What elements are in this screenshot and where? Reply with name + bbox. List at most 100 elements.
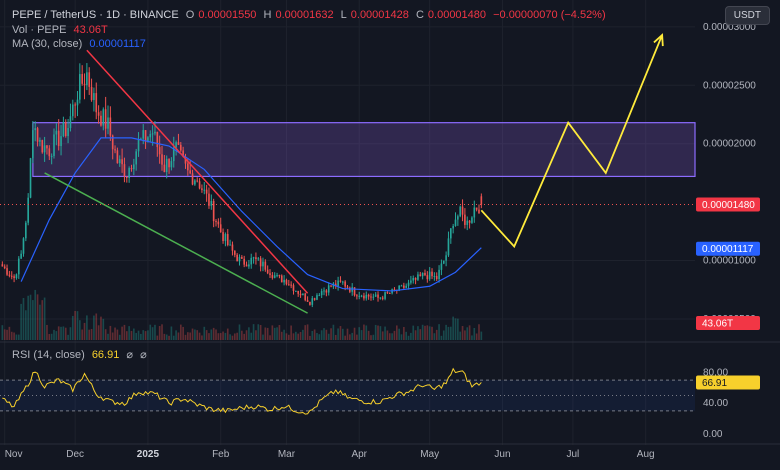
candle-body xyxy=(290,284,292,286)
candle-body xyxy=(464,214,466,225)
grid xyxy=(0,0,780,445)
volume-bar xyxy=(302,329,304,340)
candle-body xyxy=(15,274,18,279)
rsi-tag-bg xyxy=(696,375,760,390)
candle-body xyxy=(405,285,408,288)
volume-bar xyxy=(424,325,426,340)
volume-bar xyxy=(313,329,316,340)
volume-bar xyxy=(187,332,189,340)
candle-body xyxy=(398,285,400,291)
volume-bar xyxy=(1,325,4,340)
candle-body xyxy=(412,278,415,281)
volume-bar xyxy=(449,326,452,340)
candle-body xyxy=(196,180,199,182)
candle-body xyxy=(309,301,311,305)
candle-body xyxy=(144,130,147,142)
volume-bar xyxy=(196,330,199,340)
candle-body xyxy=(255,257,257,260)
last-price-tag: 0.00001480 xyxy=(702,200,755,211)
candle-body xyxy=(50,155,53,157)
volume-bar xyxy=(229,334,231,340)
candle-body xyxy=(384,292,386,299)
volume-bar xyxy=(440,335,443,340)
volume-bar xyxy=(25,310,27,340)
projection-arrowhead xyxy=(653,33,664,47)
time-axis: Nov Dec 2025 Feb Mar Apr May Jun Jul Aug xyxy=(0,443,780,460)
candle-body xyxy=(454,219,457,227)
candle-body xyxy=(1,264,4,267)
candle-body xyxy=(217,221,220,225)
volume-bar xyxy=(76,311,79,340)
volume-bar xyxy=(417,326,419,340)
candle-body xyxy=(100,115,102,126)
candle-body xyxy=(365,294,368,299)
candle-body xyxy=(53,134,55,156)
volume-bar xyxy=(280,331,283,340)
candle-body xyxy=(102,109,105,126)
candle-body xyxy=(337,280,339,287)
volume-bar xyxy=(111,332,114,340)
volume-bar xyxy=(201,335,203,340)
volume-bar xyxy=(118,334,121,340)
volume-bar xyxy=(320,330,323,340)
candle-body xyxy=(203,189,206,191)
volume-bar xyxy=(123,324,126,340)
ma-legend: MA (30, close) 0.00001117 xyxy=(12,38,150,50)
volume-bar xyxy=(379,326,382,340)
candle-body xyxy=(302,293,304,296)
volume-label: Vol · PEPE xyxy=(12,24,67,36)
volume-bar xyxy=(447,326,450,340)
volume-bar xyxy=(22,297,25,340)
currency-button[interactable]: USDT xyxy=(724,6,770,25)
symbol-title: PEPE / TetherUS · 1D · BINANCE xyxy=(12,9,179,21)
candle-body xyxy=(363,295,365,299)
volume-bar xyxy=(257,324,260,340)
volume-bar xyxy=(374,324,377,340)
candle-body xyxy=(97,112,100,116)
volume-bar xyxy=(194,329,196,340)
candle-body xyxy=(475,207,478,210)
candle-body xyxy=(320,291,323,296)
time-tick-label: Apr xyxy=(351,449,367,460)
volume-bar xyxy=(41,300,44,340)
volume-bar xyxy=(116,329,119,340)
candle-body xyxy=(327,285,330,293)
volume-bar xyxy=(36,294,39,340)
volume-bar xyxy=(137,330,140,340)
volume-bar xyxy=(297,333,300,340)
volume-bar xyxy=(17,334,20,340)
candle-body xyxy=(69,116,72,129)
volume-bar xyxy=(306,324,309,340)
candle-body xyxy=(142,130,145,139)
volume-bar xyxy=(48,333,51,340)
ma-value: 0.00001117 xyxy=(89,38,146,50)
candle-body xyxy=(156,131,159,148)
candle-body xyxy=(424,272,426,276)
candle-body xyxy=(184,156,187,164)
candle-body xyxy=(478,209,480,214)
volume-bar xyxy=(412,325,415,340)
eye-icon[interactable]: ⌀ xyxy=(140,349,147,361)
candle-body xyxy=(410,280,412,283)
volume-bar xyxy=(473,327,476,340)
candle-body xyxy=(245,264,248,267)
volume-bar xyxy=(182,326,184,340)
volume-bar xyxy=(271,325,274,340)
candle-body xyxy=(243,258,246,265)
volume-bar xyxy=(419,329,422,340)
volume-bar xyxy=(292,333,295,340)
volume-bar xyxy=(377,325,379,340)
candle-body xyxy=(161,154,163,165)
volume-bar xyxy=(163,333,166,340)
volume-bar xyxy=(391,333,393,340)
eye-icon[interactable]: ⌀ xyxy=(126,349,134,361)
candle-body xyxy=(10,275,13,277)
green-trendline xyxy=(44,172,308,314)
volume-bar xyxy=(8,326,11,340)
volume-bar xyxy=(184,334,187,340)
candle-body xyxy=(313,298,316,300)
volume-bar xyxy=(283,329,285,340)
volume-bar xyxy=(452,316,454,340)
candle-body xyxy=(325,290,328,293)
